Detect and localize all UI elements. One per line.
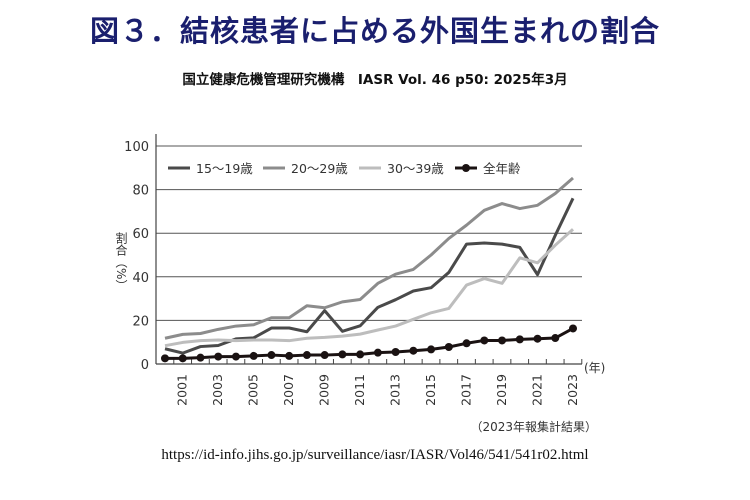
data-point [498,336,507,345]
x-tick-label: 2013 [388,374,403,406]
data-point [320,351,329,360]
data-point [533,334,542,343]
x-tick-label: 2017 [459,374,474,406]
legend-label: 20～29歳 [291,161,348,176]
data-point [391,348,400,357]
data-point [161,354,169,363]
y-axis-label: 割合（%） [114,232,128,292]
series-line-0 [164,197,575,355]
data-point [444,342,453,351]
data-point [569,324,577,333]
legend-marker [462,164,470,172]
data-point [515,335,524,344]
y-tick-label: 40 [132,271,149,286]
figure-subtitle: 国立健康危機管理研究機構 IASR Vol. 46 p50: 2025年3月 [182,72,568,88]
y-tick-label: 60 [132,227,149,242]
x-tick-label: 2023 [565,374,580,406]
x-tick-label: 2003 [210,374,225,406]
y-tick-label: 0 [141,358,149,373]
data-point [231,352,240,361]
x-tick-label: 2021 [530,374,545,406]
data-point [551,334,560,343]
data-point [480,336,489,345]
x-tick-label: 2019 [494,374,509,406]
x-tick-label: 2001 [175,374,190,406]
figure-title: 図３．結核患者に占める外国生まれの割合 [89,14,660,48]
legend-label: 全年齢 [483,161,521,176]
data-point [214,352,223,361]
data-point [427,345,436,354]
x-tick-label: 2005 [246,374,261,406]
x-tick-label: 2011 [352,374,367,406]
y-tick-label: 80 [132,184,149,199]
data-point [302,351,311,360]
data-point [249,351,258,360]
legend-label: 30～39歳 [387,161,444,176]
data-point [462,339,471,348]
source-url: https://id-info.jihs.go.jp/surveillance/… [161,447,589,463]
data-point [338,350,347,359]
x-tick-label: 2009 [317,374,332,406]
data-point [178,354,187,363]
data-point [285,351,294,360]
data-point [267,351,276,360]
data-point [356,350,365,359]
data-note: （2023年報集計結果） [470,419,597,434]
x-axis-label: (年) [584,361,605,375]
x-tick-label: 2015 [423,374,438,406]
data-point [409,346,418,355]
series-line-1 [164,176,574,340]
y-tick-label: 20 [132,314,149,329]
legend-label: 15～19歳 [196,161,253,176]
y-tick-label: 100 [124,140,149,155]
data-point [373,348,382,357]
data-point [196,353,205,362]
x-tick-label: 2007 [281,374,296,406]
series-line-2 [164,228,575,348]
